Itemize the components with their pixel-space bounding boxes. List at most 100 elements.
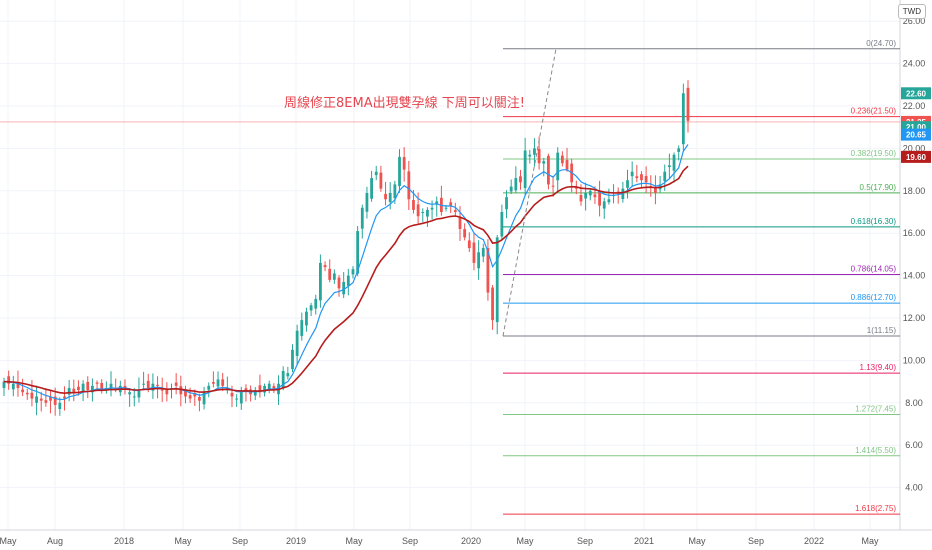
- candle-body: [244, 388, 248, 391]
- y-tick-label: 16.00: [903, 228, 926, 238]
- candle-body: [198, 397, 201, 401]
- candle-body: [193, 393, 197, 397]
- candle-body: [337, 277, 341, 289]
- candle-body: [216, 379, 220, 387]
- candle-body: [523, 150, 527, 189]
- candle-body: [291, 349, 294, 370]
- candle-body: [537, 148, 541, 164]
- candle-body: [328, 268, 332, 280]
- candle-body: [295, 330, 299, 356]
- candle-body: [332, 273, 336, 280]
- candle-body: [412, 199, 415, 210]
- candle-body: [221, 379, 225, 386]
- fib-level-label: 1.414(5.50): [855, 446, 896, 455]
- candle-body: [91, 385, 94, 393]
- candle-body: [677, 148, 681, 152]
- candle-body: [53, 396, 57, 405]
- candle-body: [426, 209, 429, 217]
- candle-body: [393, 184, 397, 199]
- candle-body: [654, 187, 657, 193]
- y-tick-label: 20.00: [903, 143, 926, 153]
- fib-level-label: 0.618(16.30): [851, 217, 897, 226]
- candle-body: [86, 381, 90, 391]
- candle-body: [547, 155, 550, 185]
- candle-body: [202, 392, 206, 405]
- candle-body: [579, 195, 583, 202]
- y-tick-label: 14.00: [903, 271, 926, 281]
- candle-body: [263, 385, 266, 393]
- candle-body: [100, 383, 104, 391]
- candle-body: [230, 392, 234, 397]
- candle-body: [77, 386, 80, 391]
- candle-body: [132, 396, 136, 398]
- candle-body: [542, 161, 546, 164]
- candles-group: [2, 80, 690, 416]
- candle-body: [109, 383, 113, 389]
- candle-body: [421, 212, 425, 213]
- candle-body: [430, 207, 434, 210]
- x-tick-label: May: [688, 536, 706, 546]
- candle-body: [95, 382, 99, 384]
- candle-body: [533, 148, 536, 155]
- x-tick-label: Sep: [402, 536, 418, 546]
- candle-body: [370, 178, 373, 199]
- candle-body: [342, 281, 346, 295]
- fib-level-label: 1.272(7.45): [855, 404, 896, 413]
- candle-body: [2, 381, 6, 388]
- price-tag: [901, 87, 931, 100]
- candle-body: [300, 320, 304, 336]
- fib-level-label: 0(24.70): [866, 39, 896, 48]
- candle-body: [667, 165, 671, 168]
- candle-body: [500, 212, 504, 237]
- candle-body: [598, 191, 601, 206]
- candle-body: [137, 390, 141, 398]
- candle-body: [588, 190, 592, 196]
- candle-body: [551, 185, 555, 187]
- candle-body: [481, 248, 485, 257]
- x-tick-label: May: [0, 536, 17, 546]
- candle-body: [630, 171, 634, 177]
- candle-body: [319, 262, 322, 301]
- candle-body: [635, 176, 639, 179]
- x-tick-label: Sep: [748, 536, 764, 546]
- candle-body: [505, 197, 508, 210]
- x-tick-label: 2019: [286, 536, 306, 546]
- x-tick-label: May: [174, 536, 192, 546]
- y-tick-label: 6.00: [905, 440, 923, 450]
- price-tag-label: 22.60: [906, 89, 927, 98]
- candle-body: [81, 383, 85, 391]
- candle-body: [44, 400, 48, 403]
- candle-body: [514, 178, 518, 191]
- candle-body: [560, 155, 564, 164]
- y-tick-label: 24.00: [903, 59, 926, 69]
- candle-body: [16, 382, 20, 388]
- price-tag-label: 19.60: [906, 153, 927, 162]
- x-tick-label: Aug: [47, 536, 63, 546]
- candle-body: [39, 398, 43, 401]
- candle-body: [384, 193, 387, 200]
- candle-body: [165, 389, 169, 395]
- x-tick-label: 2022: [804, 536, 824, 546]
- fib-level-label: 0.236(21.50): [851, 107, 897, 116]
- candle-body: [472, 242, 476, 263]
- candle-body: [184, 390, 187, 397]
- candle-body: [253, 390, 257, 396]
- candle-body: [286, 373, 290, 377]
- candle-body: [672, 154, 676, 171]
- candle-body: [156, 384, 159, 386]
- candle-body: [128, 392, 132, 395]
- candle-body: [486, 248, 490, 293]
- price-tag-label: 21.00: [906, 123, 927, 132]
- candle-body: [11, 383, 15, 390]
- candle-body: [626, 180, 629, 188]
- candle-body: [593, 194, 597, 198]
- candle-body: [435, 201, 439, 205]
- currency-label[interactable]: TWD: [897, 4, 926, 19]
- candle-body: [379, 172, 383, 189]
- y-tick-label: 10.00: [903, 355, 926, 365]
- candle-body: [458, 217, 462, 229]
- y-tick-label: 12.00: [903, 313, 926, 323]
- ema-fast-line: [3, 144, 689, 401]
- candle-body: [188, 395, 192, 399]
